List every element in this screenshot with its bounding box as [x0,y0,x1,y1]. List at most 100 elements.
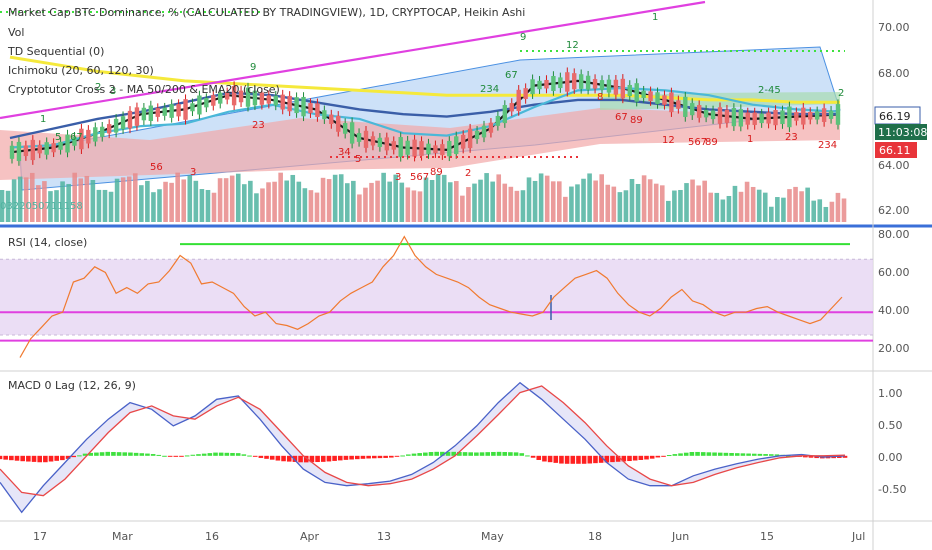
candle [592,79,598,89]
svg-text:1: 1 [652,12,658,23]
candle [141,107,147,121]
candle [467,128,473,149]
candle [238,90,244,103]
macd-histogram-bar [241,454,247,456]
macd-histogram-bar [150,454,156,456]
volume-bar [229,175,235,222]
volume-bar [732,185,738,222]
candle [724,109,730,123]
macd-histogram-bar [88,452,94,456]
volume-bar [835,192,841,222]
candle [835,104,841,125]
candle [599,80,605,90]
macd-histogram-bar [145,453,150,456]
macd-histogram-bar [65,455,71,459]
macd-histogram-bar [31,455,37,462]
volume-bar [726,195,732,222]
rsi-title: RSI (14, close) [8,236,87,249]
volume-bar [96,189,102,222]
volume-bar [145,180,150,222]
candle [558,77,563,89]
candle [620,78,626,99]
macd-histogram-bar [389,455,394,458]
candle [37,145,42,154]
price-lines [9,55,841,166]
candle [106,124,112,134]
volume-bar [78,178,84,222]
macd-histogram-bar [581,455,587,464]
candle [773,110,778,126]
candle [530,79,535,95]
svg-text:56: 56 [150,162,163,173]
volume-bar [290,174,296,222]
indicator-label[interactable]: Cryptotutor Cross 2 - MA 50/200 & EMA20 … [8,83,280,96]
macd-histogram-bar [9,455,14,461]
macd-axis[interactable]: 1.00 0.50 0.00 -0.50 [878,387,906,496]
macd-histogram-bar [309,455,315,463]
candle [578,74,584,89]
volume-bar [823,206,829,222]
volume-bar [205,189,211,222]
volume-bar [460,195,465,222]
volume-bar [393,174,399,222]
volume-bar [296,181,302,222]
volume-bar [332,174,338,222]
volume-bar [151,192,156,222]
candle [127,110,133,129]
svg-text:66.19: 66.19 [879,110,911,123]
volume-bar [672,190,677,222]
macd-histogram-bar [837,455,842,458]
candle [224,92,230,100]
candle [30,139,36,161]
last-price-tag: 66.19 [874,106,921,125]
macd-histogram-bar [326,455,332,462]
candle [662,95,667,105]
indicator-label[interactable]: TD Sequential (0) [7,45,104,58]
candle [113,118,119,133]
volume-bar [563,196,568,222]
macd-histogram-bar [173,455,179,457]
macd-histogram-bar [734,453,740,456]
candle [752,112,757,125]
candle [474,130,480,140]
rsi-axis[interactable]: 80.00 60.00 40.00 20.00 [878,228,910,355]
macd-histogram-bar [655,455,661,458]
time-axis[interactable]: 17 Mar 16 Apr 13 May 18 Jun 15 Jul [33,530,865,543]
price-axis[interactable]: 70.00 68.00 64.00 62.00 [878,21,910,217]
macd-histogram-bar [576,455,581,464]
volume-bar [769,206,774,222]
macd-histogram-bar [519,453,525,456]
macd-histogram-bar [559,455,564,464]
price-pane: 9 9 12 1 67 234 2 3 2-45 2 1 5 67 23 34 … [0,0,847,222]
macd-histogram-bar [3,455,8,460]
volume-bar [441,174,447,222]
macd-line [0,381,846,514]
candle [280,94,285,110]
volume-bar [320,177,326,222]
macd-histogram-bar [763,454,768,456]
macd-histogram-bar [445,451,451,456]
candle [86,129,91,144]
candle [148,105,154,122]
volume-bar [484,173,489,222]
candle [447,140,452,157]
macd-histogram-bar [564,455,570,464]
volume-bar [714,192,720,222]
candle [717,107,723,124]
macd-histogram-bar [337,455,343,461]
candle [183,99,188,120]
volume-bar [326,179,332,222]
candle [356,133,362,142]
macd-histogram-bar [496,451,502,456]
macd-histogram-bar [474,452,479,456]
volume-bar [787,189,792,222]
indicator-label[interactable]: Ichimoku (20, 60, 120, 30) [8,64,154,77]
volume-bar [375,180,380,222]
volume-bar [411,190,417,222]
macd-histogram-bar [315,455,320,463]
x-tick-label: Apr [300,530,320,543]
indicator-label[interactable]: Vol [8,26,24,39]
volume-bar [556,181,562,222]
volume-bar [496,174,502,222]
candle [51,143,56,153]
